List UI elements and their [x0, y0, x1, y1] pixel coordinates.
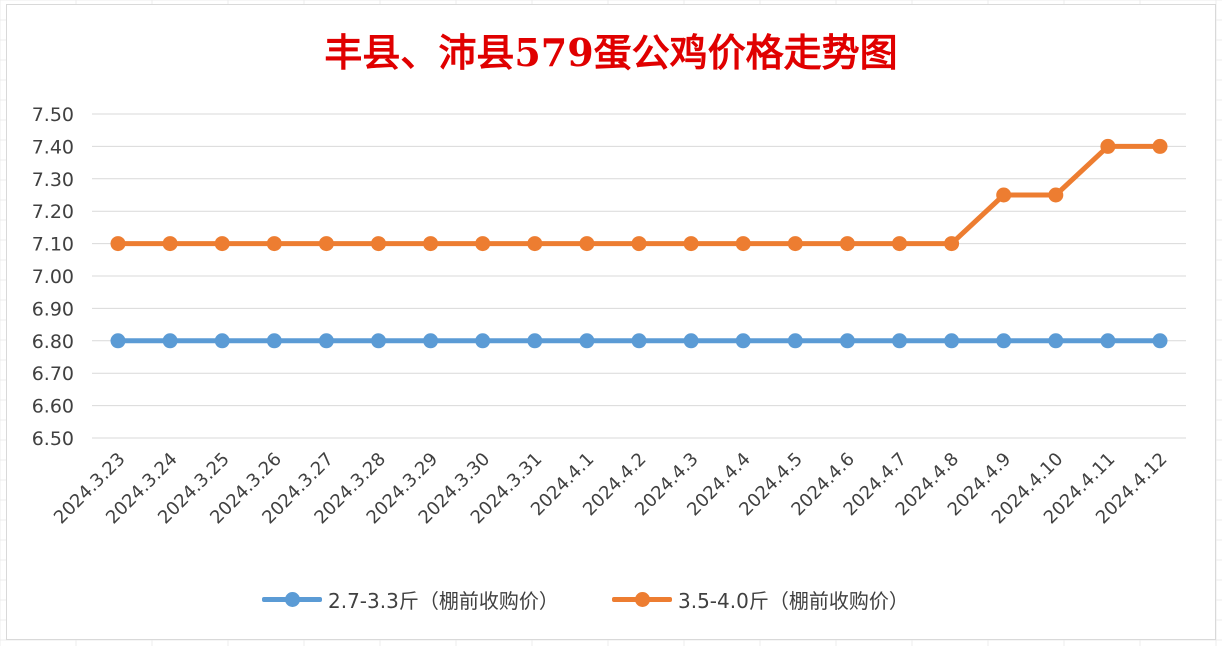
series-1-point [318, 333, 334, 349]
y-tick-label: 7.30 [32, 169, 74, 191]
legend-item-series-2: 3.5-4.0斤（棚前收购价） [612, 583, 909, 615]
series-2-point [266, 236, 282, 252]
series-2-point [318, 236, 334, 252]
series-2-point [839, 236, 855, 252]
series-1-point [475, 333, 491, 349]
series-2-point [423, 236, 439, 252]
series-2-point [892, 236, 907, 252]
chart-area[interactable] [6, 4, 1216, 640]
series-2-point [1048, 187, 1064, 203]
y-tick-label: 6.90 [32, 298, 74, 320]
series-1-point [735, 333, 751, 349]
series-2-point [631, 236, 647, 252]
y-tick-label: 7.50 [32, 104, 74, 126]
series-1-point [631, 333, 647, 349]
y-tick-label: 7.10 [32, 234, 74, 256]
series-1-point [944, 333, 960, 349]
series-1-point [996, 333, 1012, 349]
series-1-point [266, 333, 282, 349]
series-2-point [162, 236, 178, 252]
series-2-point [944, 236, 960, 252]
series-2-point [579, 236, 595, 252]
series-2-point [475, 236, 491, 252]
chart-title: 丰县、沛县579蛋公鸡价格走势图 [324, 30, 898, 75]
y-tick-label: 6.80 [32, 331, 74, 353]
y-tick-label: 6.70 [32, 363, 74, 385]
series-1-point [214, 333, 230, 349]
series-1-point [110, 333, 126, 349]
series-2-point [371, 236, 386, 252]
series-1-point [839, 333, 855, 349]
series-2-point [996, 187, 1012, 203]
series-2-point [787, 236, 803, 252]
series-2-point [683, 236, 699, 252]
series-2-point [527, 236, 543, 252]
series-2-point [1152, 138, 1168, 154]
series-2-point [214, 236, 230, 252]
chart-legend: 2.7-3.3斤（棚前收购价） 3.5-4.0斤（棚前收购价） [0, 583, 1222, 615]
y-tick-label: 7.20 [32, 201, 74, 223]
series-1-point [579, 333, 595, 349]
series-1-point [892, 333, 907, 349]
legend-swatch-series-2 [612, 587, 672, 611]
y-tick-label: 6.60 [32, 396, 74, 418]
series-1-point [527, 333, 543, 349]
series-1-point [371, 333, 386, 349]
legend-swatch-series-1 [262, 587, 322, 611]
series-1-point [1048, 333, 1064, 349]
series-1-point [423, 333, 439, 349]
series-1-point [1152, 333, 1168, 349]
series-2-point [735, 236, 751, 252]
y-tick-label: 6.50 [32, 428, 74, 450]
series-1-point [683, 333, 699, 349]
series-1-point [162, 333, 178, 349]
series-1-point [787, 333, 803, 349]
y-tick-label: 7.40 [32, 136, 74, 158]
legend-item-series-1: 2.7-3.3斤（棚前收购价） [262, 583, 559, 615]
y-tick-label: 7.00 [32, 266, 74, 288]
gridlines [92, 113, 1186, 439]
series-1-point [1100, 333, 1116, 349]
legend-label-series-2: 3.5-4.0斤（棚前收购价） [678, 588, 909, 613]
series-2-point [1100, 138, 1116, 154]
series-2-point [110, 236, 126, 252]
legend-label-series-1: 2.7-3.3斤（棚前收购价） [328, 588, 559, 613]
